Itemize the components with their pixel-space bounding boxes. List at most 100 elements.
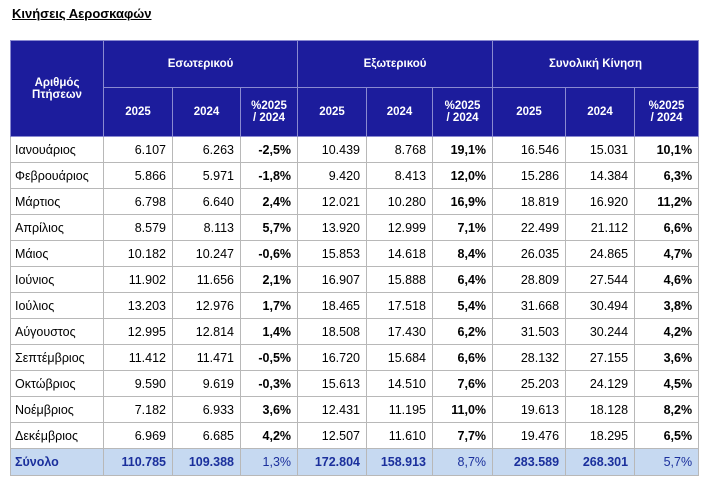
value-cell: 18.508: [297, 318, 368, 345]
value-cell: 18.128: [565, 396, 636, 423]
subheader: %2025 / 2024: [239, 87, 299, 137]
value-cell: 11.610: [366, 422, 434, 449]
value-cell: 11.902: [103, 266, 173, 293]
value-cell: 13.920: [297, 214, 368, 241]
value-cell: 10.247: [172, 240, 241, 267]
value-cell: 12.976: [172, 292, 241, 319]
value-cell: 16.546: [492, 136, 567, 163]
subheader: 2025: [103, 87, 173, 137]
percent-cell: -1,8%: [239, 162, 299, 189]
subheader: 2024: [172, 87, 241, 137]
subheader: 2025: [492, 87, 567, 137]
data-row: Ιανουάριος 6.107 6.263 -2,5% 10.439 8.768 19,1…: [10, 136, 700, 163]
value-cell: 6.263: [172, 136, 241, 163]
total-row: Σύνολο 110.785 109.388 1,3% 172.804 158.913 8,…: [10, 448, 700, 476]
data-row: Σεπτέμβριος 11.412 11.471 -0,5% 16.720 15.684…: [10, 344, 700, 371]
value-cell: 28.809: [492, 266, 567, 293]
value-cell: 10.280: [366, 188, 434, 215]
value-cell: 14.510: [366, 370, 434, 397]
month: Μάιος: [10, 240, 104, 267]
value-cell: 26.035: [492, 240, 567, 267]
group-header: Εξωτερικού: [297, 40, 494, 88]
value-cell: 31.503: [492, 318, 567, 345]
percent-cell: 7,1%: [432, 214, 494, 241]
percent-cell: 19,1%: [432, 136, 494, 163]
percent-cell: 11,0%: [432, 396, 494, 423]
subheader: %2025 / 2024: [634, 87, 700, 137]
percent-cell: 7,7%: [432, 422, 494, 449]
group-header: Εσωτερικού: [102, 40, 299, 88]
data-row: Φεβρουάριος 5.866 5.971 -1,8% 9.420 8.413 12,0…: [10, 162, 700, 189]
value-cell: 7.182: [103, 396, 173, 423]
month: Νοέμβριος: [10, 396, 104, 423]
value-cell: 5.971: [172, 162, 241, 189]
data-row: Ιούλιος 13.203 12.976 1,7% 18.465 17.518 5,4% 3…: [10, 292, 700, 319]
percent-cell: 8,2%: [634, 396, 700, 423]
value-cell: 8.113: [172, 214, 241, 241]
data-row: Μάιος 10.182 10.247 -0,6% 15.853 14.618 8,4% 26…: [10, 240, 700, 267]
value-cell: 14.384: [565, 162, 636, 189]
percent-cell: 6,6%: [634, 214, 700, 241]
total-cell: 283.589: [492, 448, 567, 476]
percent-cell: 2,1%: [239, 266, 299, 293]
data-row: Αύγουστος 12.995 12.814 1,4% 18.508 17.430 6,2…: [10, 318, 700, 345]
month: Ιανουάριος: [10, 136, 104, 163]
percent-cell: -0,6%: [239, 240, 299, 267]
percent-cell: 4,5%: [634, 370, 700, 397]
total-cell: 8,7%: [432, 448, 494, 476]
value-cell: 11.656: [172, 266, 241, 293]
group-header: Συνολική Κίνηση: [492, 40, 700, 88]
percent-cell: 4,6%: [634, 266, 700, 293]
value-cell: 28.132: [492, 344, 567, 371]
value-cell: 19.613: [492, 396, 567, 423]
value-cell: 10.182: [103, 240, 173, 267]
total-cell: 172.804: [297, 448, 368, 476]
value-cell: 25.203: [492, 370, 567, 397]
percent-cell: 11,2%: [634, 188, 700, 215]
value-cell: 15.853: [297, 240, 368, 267]
percent-cell: 6,4%: [432, 266, 494, 293]
data-row: Ιούνιος 11.902 11.656 2,1% 16.907 15.888 6,4% 2…: [10, 266, 700, 293]
data-row: Οκτώβριος 9.590 9.619 -0,3% 15.613 14.510 7,6%…: [10, 370, 700, 397]
value-cell: 18.819: [492, 188, 567, 215]
percent-cell: 5,4%: [432, 292, 494, 319]
value-cell: 6.640: [172, 188, 241, 215]
subheader: 2024: [366, 87, 434, 137]
percent-cell: 2,4%: [239, 188, 299, 215]
month: Ιούνιος: [10, 266, 104, 293]
value-cell: 5.866: [103, 162, 173, 189]
value-cell: 15.613: [297, 370, 368, 397]
value-cell: 9.420: [297, 162, 368, 189]
value-cell: 12.431: [297, 396, 368, 423]
percent-cell: 4,2%: [634, 318, 700, 345]
value-cell: 12.814: [172, 318, 241, 345]
value-cell: 15.286: [492, 162, 567, 189]
value-cell: 9.619: [172, 370, 241, 397]
percent-cell: 6,3%: [634, 162, 700, 189]
subheader: 2025: [297, 87, 368, 137]
value-cell: 10.439: [297, 136, 368, 163]
subheader-row: 2025 2024 %2025 / 2024 2025 2024 %2025 / 2024…: [11, 87, 700, 137]
value-cell: 12.999: [366, 214, 434, 241]
percent-cell: 1,4%: [239, 318, 299, 345]
value-cell: 17.518: [366, 292, 434, 319]
percent-cell: 10,1%: [634, 136, 700, 163]
value-cell: 15.684: [366, 344, 434, 371]
header-row: Αριθμός Πτήσεων Εσωτερικού Εξωτερικού Συνολ…: [10, 40, 700, 137]
value-cell: 13.203: [103, 292, 173, 319]
percent-cell: 7,6%: [432, 370, 494, 397]
percent-cell: 16,9%: [432, 188, 494, 215]
total-cell: 1,3%: [239, 448, 299, 476]
percent-cell: 6,2%: [432, 318, 494, 345]
value-cell: 24.865: [565, 240, 636, 267]
percent-cell: 12,0%: [432, 162, 494, 189]
total-cell: 268.301: [565, 448, 636, 476]
value-cell: 6.798: [103, 188, 173, 215]
percent-cell: 8,4%: [432, 240, 494, 267]
month: Φεβρουάριος: [10, 162, 104, 189]
month: Αύγουστος: [10, 318, 104, 345]
total-cell: 158.913: [366, 448, 434, 476]
value-cell: 18.295: [565, 422, 636, 449]
value-cell: 16.720: [297, 344, 368, 371]
percent-cell: -2,5%: [239, 136, 299, 163]
